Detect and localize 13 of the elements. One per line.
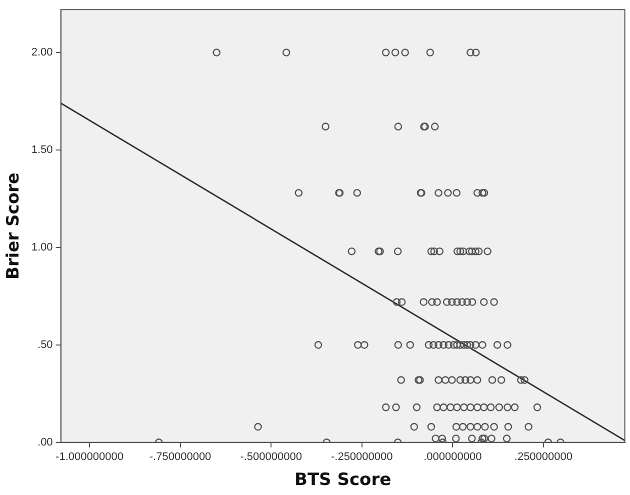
x-axis-title: BTS Score bbox=[294, 470, 392, 490]
y-tick-label: .50 bbox=[38, 338, 53, 351]
y-tick-label: .00 bbox=[38, 436, 53, 448]
x-tick-label: .000000000 bbox=[424, 451, 482, 464]
x-tick-label: -.500000000 bbox=[240, 451, 302, 464]
y-tick-label: 1.00 bbox=[31, 241, 53, 254]
y-tick-label: 2.00 bbox=[31, 46, 53, 59]
x-tick-label: -.750000000 bbox=[149, 451, 212, 464]
y-tick-label: 1.50 bbox=[31, 144, 53, 156]
y-axis-title: Brier Score bbox=[4, 172, 24, 280]
x-tick-label: -.250000000 bbox=[330, 451, 393, 464]
x-tick-label: .250000000 bbox=[514, 451, 573, 464]
x-tick-label: -1.000000000 bbox=[56, 451, 124, 464]
